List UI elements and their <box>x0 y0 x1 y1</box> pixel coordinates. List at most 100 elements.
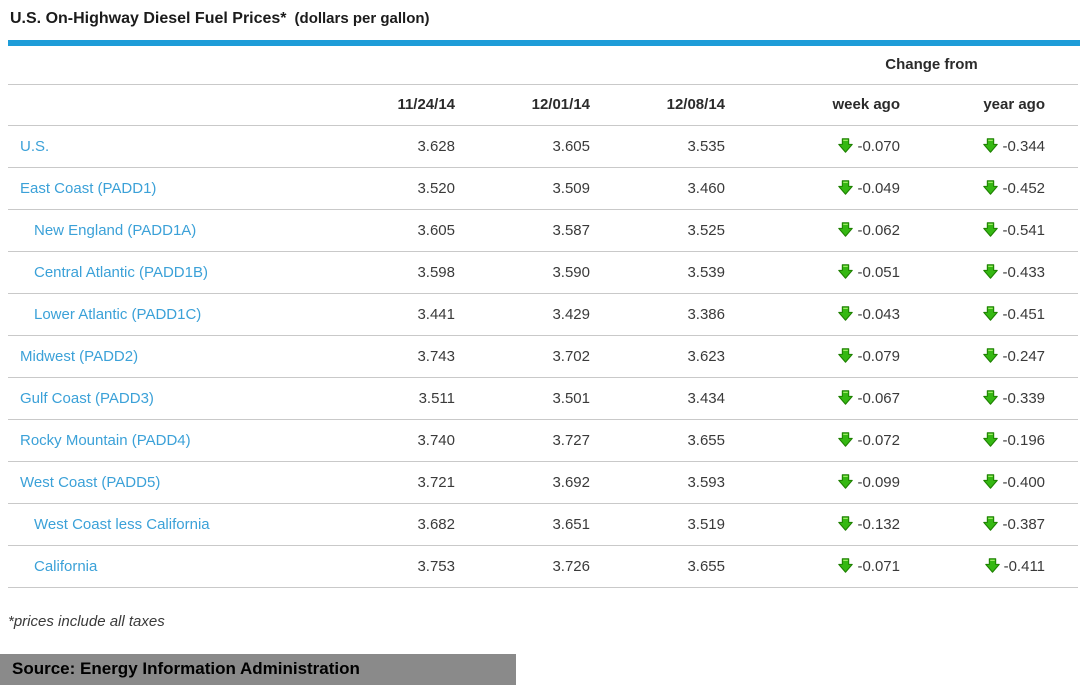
region-link[interactable]: Midwest (PADD2) <box>20 347 139 365</box>
date-header-3: 12/08/14 <box>595 84 730 126</box>
price-cell: 3.655 <box>595 419 730 462</box>
down-arrow-icon <box>983 515 999 531</box>
region-link[interactable]: California <box>34 557 98 575</box>
price-cell: 3.587 <box>460 209 595 252</box>
down-arrow-icon <box>838 137 854 153</box>
week-ago-value: -0.072 <box>857 431 900 449</box>
price-cell: 3.628 <box>320 125 460 168</box>
down-arrow-icon <box>838 515 854 531</box>
table-row: Midwest (PADD2) 3.743 3.702 3.623 -0.079… <box>8 335 1079 378</box>
region-link[interactable]: West Coast (PADD5) <box>20 473 161 491</box>
region-link[interactable]: Rocky Mountain (PADD4) <box>20 431 191 449</box>
price-cell: 3.434 <box>595 377 730 420</box>
week-ago-cell: -0.132 <box>730 503 905 546</box>
diesel-price-table: Change from 11/24/14 12/01/14 12/08/14 w… <box>8 46 1079 588</box>
table-row: Lower Atlantic (PADD1C) 3.441 3.429 3.38… <box>8 293 1079 336</box>
price-cell: 3.593 <box>595 461 730 504</box>
year-ago-cell: -0.400 <box>905 461 1079 504</box>
week-ago-cell: -0.099 <box>730 461 905 504</box>
down-arrow-icon <box>838 389 854 405</box>
change-from-label: Change from <box>730 46 1079 85</box>
year-ago-value: -0.196 <box>1002 431 1046 449</box>
week-ago-value: -0.070 <box>857 137 900 155</box>
table-body: U.S. 3.628 3.605 3.535 -0.070 -0.344 Eas… <box>8 125 1079 588</box>
week-ago-cell: -0.043 <box>730 293 905 336</box>
region-link[interactable]: U.S. <box>20 137 50 155</box>
region-link[interactable]: Gulf Coast (PADD3) <box>20 389 154 407</box>
region-link[interactable]: West Coast less California <box>34 515 210 533</box>
region-link[interactable]: Lower Atlantic (PADD1C) <box>34 305 202 323</box>
down-arrow-icon <box>838 347 854 363</box>
price-cell: 3.386 <box>595 293 730 336</box>
price-cell: 3.721 <box>320 461 460 504</box>
table-title: U.S. On-Highway Diesel Fuel Prices* <box>10 10 287 27</box>
down-arrow-icon <box>983 137 999 153</box>
price-cell: 3.460 <box>595 167 730 210</box>
table-row: Central Atlantic (PADD1B) 3.598 3.590 3.… <box>8 251 1079 294</box>
year-ago-value: -0.433 <box>1002 263 1046 281</box>
table-row: New England (PADD1A) 3.605 3.587 3.525 -… <box>8 209 1079 252</box>
week-ago-cell: -0.051 <box>730 251 905 294</box>
down-arrow-icon <box>983 473 999 489</box>
price-cell: 3.511 <box>320 377 460 420</box>
year-ago-cell: -0.387 <box>905 503 1079 546</box>
year-ago-value: -0.411 <box>1003 557 1046 575</box>
date-header-2: 12/01/14 <box>460 84 595 126</box>
price-cell: 3.501 <box>460 377 595 420</box>
year-ago-cell: -0.433 <box>905 251 1079 294</box>
week-ago-value: -0.062 <box>857 221 900 239</box>
year-ago-header: year ago <box>905 84 1079 126</box>
region-link[interactable]: Central Atlantic (PADD1B) <box>34 263 208 281</box>
price-cell: 3.605 <box>320 209 460 252</box>
price-cell: 3.740 <box>320 419 460 462</box>
down-arrow-icon <box>838 473 854 489</box>
week-ago-value: -0.071 <box>857 557 900 575</box>
year-ago-value: -0.451 <box>1002 305 1046 323</box>
column-header-row: 11/24/14 12/01/14 12/08/14 week ago year… <box>8 84 1079 126</box>
price-cell: 3.743 <box>320 335 460 378</box>
year-ago-cell: -0.344 <box>905 125 1079 168</box>
price-cell: 3.535 <box>595 125 730 168</box>
down-arrow-icon <box>838 557 854 573</box>
year-ago-value: -0.344 <box>1002 137 1046 155</box>
date-header-1: 11/24/14 <box>320 84 460 126</box>
price-cell: 3.598 <box>320 251 460 294</box>
week-ago-value: -0.132 <box>857 515 900 533</box>
price-cell: 3.692 <box>460 461 595 504</box>
year-ago-value: -0.339 <box>1002 389 1046 407</box>
title-accent-bar <box>8 40 1080 46</box>
price-cell: 3.520 <box>320 167 460 210</box>
footnote: *prices include all taxes <box>8 612 165 630</box>
price-cell: 3.509 <box>460 167 595 210</box>
table-row: West Coast (PADD5) 3.721 3.692 3.593 -0.… <box>8 461 1079 504</box>
week-ago-header: week ago <box>730 84 905 126</box>
page-title: U.S. On-Highway Diesel Fuel Prices* (doll… <box>10 10 1080 34</box>
table-row: West Coast less California 3.682 3.651 3… <box>8 503 1079 546</box>
region-header-cell <box>8 84 320 126</box>
price-cell: 3.702 <box>460 335 595 378</box>
price-cell: 3.655 <box>595 545 730 588</box>
week-ago-value: -0.079 <box>857 347 900 365</box>
week-ago-cell: -0.067 <box>730 377 905 420</box>
year-ago-cell: -0.451 <box>905 293 1079 336</box>
units-label: (dollars per gallon) <box>294 10 430 27</box>
week-ago-value: -0.049 <box>857 179 900 197</box>
region-link[interactable]: New England (PADD1A) <box>34 221 197 239</box>
price-cell: 3.525 <box>595 209 730 252</box>
down-arrow-icon <box>838 431 854 447</box>
year-ago-value: -0.400 <box>1002 473 1046 491</box>
table-row: Rocky Mountain (PADD4) 3.740 3.727 3.655… <box>8 419 1079 462</box>
region-link[interactable]: East Coast (PADD1) <box>20 179 157 197</box>
year-ago-cell: -0.452 <box>905 167 1079 210</box>
price-cell: 3.651 <box>460 503 595 546</box>
down-arrow-icon <box>983 263 999 279</box>
year-ago-cell: -0.541 <box>905 209 1079 252</box>
price-cell: 3.519 <box>595 503 730 546</box>
year-ago-cell: -0.247 <box>905 335 1079 378</box>
price-cell: 3.590 <box>460 251 595 294</box>
price-cell: 3.727 <box>460 419 595 462</box>
year-ago-value: -0.452 <box>1002 179 1046 197</box>
year-ago-cell: -0.411 <box>905 545 1079 588</box>
table-row: Gulf Coast (PADD3) 3.511 3.501 3.434 -0.… <box>8 377 1079 420</box>
change-from-header-row: Change from <box>8 46 1079 85</box>
